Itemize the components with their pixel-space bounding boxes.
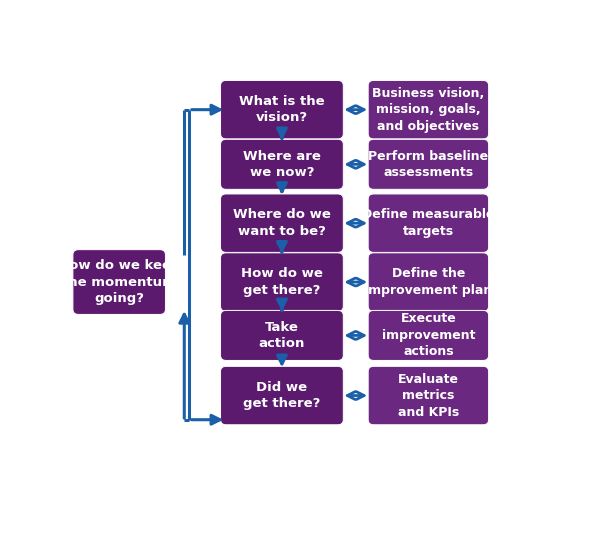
Text: Define the
improvement plan: Define the improvement plan	[364, 268, 493, 297]
FancyBboxPatch shape	[221, 80, 343, 139]
FancyBboxPatch shape	[73, 250, 166, 314]
Text: How do we keep
the momentum
going?: How do we keep the momentum going?	[58, 259, 181, 305]
Text: Define measurable
targets: Define measurable targets	[362, 209, 494, 238]
Text: Perform baseline
assessments: Perform baseline assessments	[368, 150, 488, 179]
FancyBboxPatch shape	[221, 194, 343, 252]
Text: Business vision,
mission, goals,
and objectives: Business vision, mission, goals, and obj…	[372, 87, 485, 133]
Text: Evaluate
metrics
and KPIs: Evaluate metrics and KPIs	[398, 372, 459, 419]
FancyBboxPatch shape	[368, 194, 488, 252]
FancyBboxPatch shape	[368, 366, 488, 425]
FancyBboxPatch shape	[221, 253, 343, 311]
Text: Execute
improvement
actions: Execute improvement actions	[382, 312, 475, 358]
Text: How do we
get there?: How do we get there?	[241, 268, 323, 297]
FancyBboxPatch shape	[221, 139, 343, 189]
FancyBboxPatch shape	[368, 311, 488, 360]
FancyBboxPatch shape	[368, 80, 488, 139]
Text: Did we
get there?: Did we get there?	[243, 381, 320, 410]
FancyBboxPatch shape	[221, 366, 343, 425]
Text: Where do we
want to be?: Where do we want to be?	[233, 209, 331, 238]
FancyBboxPatch shape	[221, 311, 343, 360]
Text: What is the
vision?: What is the vision?	[239, 95, 325, 124]
FancyBboxPatch shape	[368, 253, 488, 311]
Text: Where are
we now?: Where are we now?	[243, 150, 321, 179]
FancyBboxPatch shape	[368, 139, 488, 189]
Text: Take
action: Take action	[259, 321, 305, 350]
